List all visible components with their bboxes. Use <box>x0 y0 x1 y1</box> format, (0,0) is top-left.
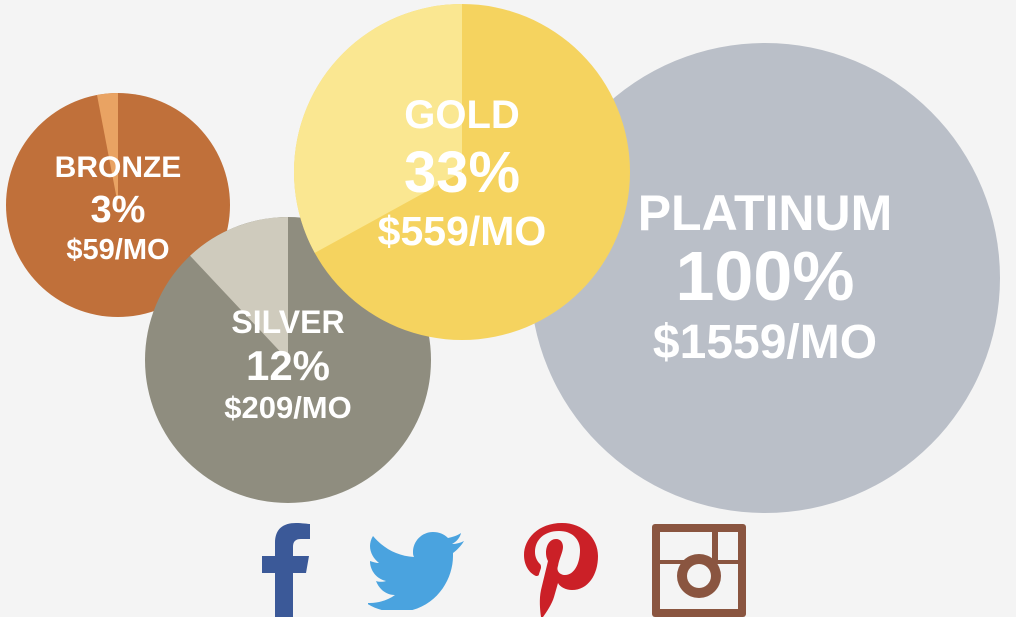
silver-percent-label: 12% <box>246 342 330 389</box>
gold-price-label: $559/MO <box>378 208 547 254</box>
bronze-price-label: $59/MO <box>66 234 169 266</box>
bronze-name-label: BRONZE <box>55 151 182 184</box>
silver-price-label: $209/MO <box>224 390 352 425</box>
silver-pie-slice <box>190 217 288 360</box>
platinum-pie <box>530 43 1000 513</box>
pinterest-icon[interactable] <box>522 523 598 617</box>
instagram-icon[interactable] <box>652 524 746 617</box>
gold-pie-slice <box>294 4 462 253</box>
twitter-icon[interactable] <box>368 532 466 610</box>
silver-name-label: SILVER <box>231 304 344 340</box>
gold-name-label: GOLD <box>404 93 520 137</box>
bronze-percent-label: 3% <box>91 189 146 231</box>
facebook-icon[interactable] <box>258 523 314 617</box>
platinum-name-label: PLATINUM <box>638 185 893 241</box>
platinum-percent-label: 100% <box>675 237 854 315</box>
gold-percent-label: 33% <box>404 140 520 205</box>
bronze-pie-slice <box>97 93 118 205</box>
platinum-price-label: $1559/MO <box>653 316 877 369</box>
